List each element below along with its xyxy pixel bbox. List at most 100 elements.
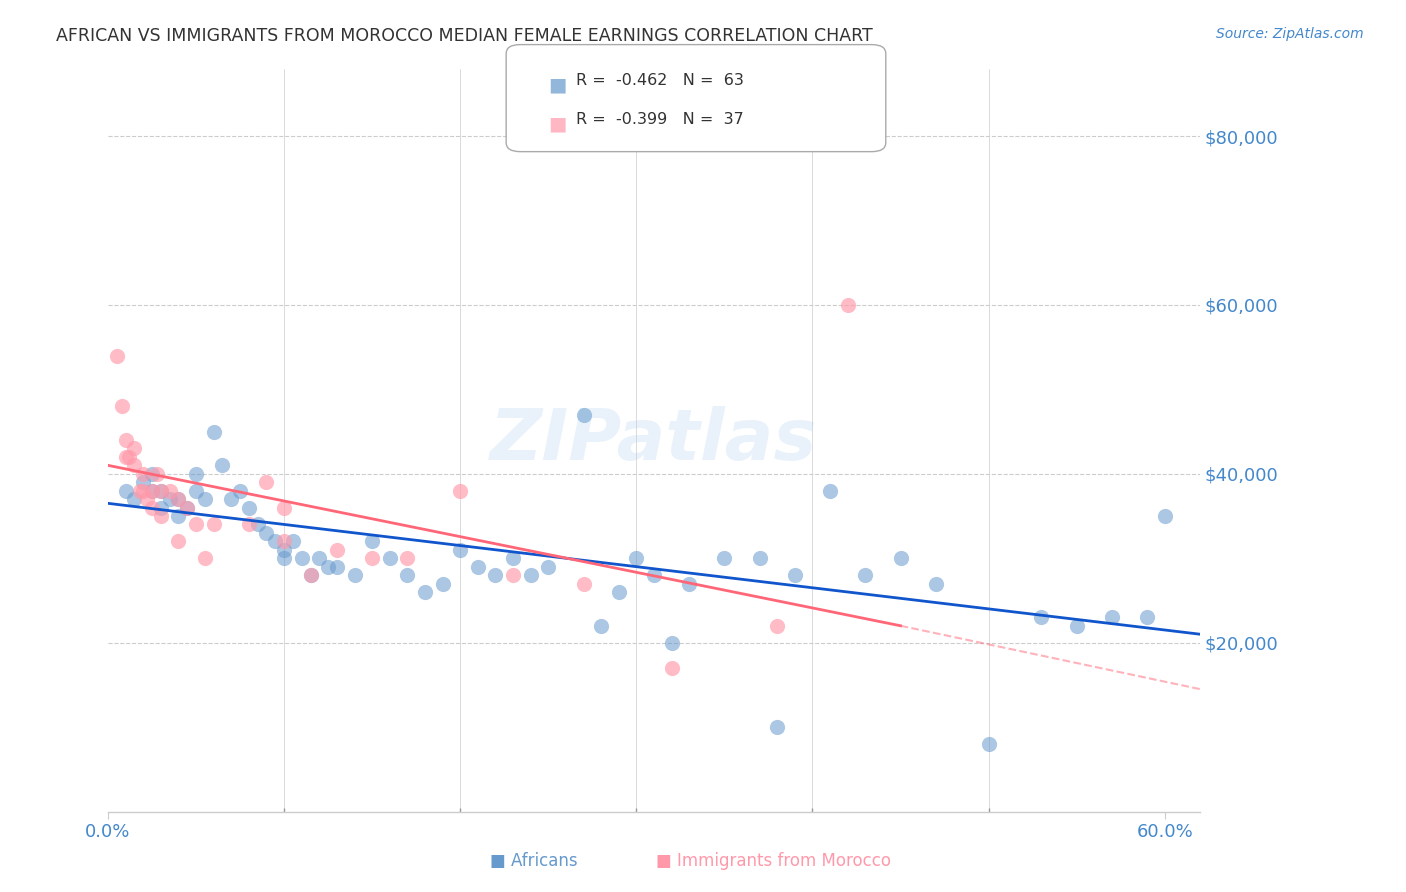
Point [766, 720, 789, 734]
Point [194, 551, 217, 566]
Point [184, 467, 207, 481]
Point [132, 483, 155, 498]
Point [219, 492, 242, 507]
Point [194, 492, 217, 507]
Point [135, 492, 157, 507]
Text: ■: ■ [548, 114, 567, 133]
Point [273, 534, 295, 549]
Point [607, 585, 630, 599]
Point [889, 551, 911, 566]
Point [661, 661, 683, 675]
Point [273, 542, 295, 557]
Point [132, 475, 155, 490]
Point [661, 635, 683, 649]
Point [105, 349, 128, 363]
Point [159, 492, 181, 507]
Point [326, 542, 349, 557]
Point [167, 534, 190, 549]
Point [128, 483, 150, 498]
Point [572, 408, 595, 422]
Text: ■ Africans: ■ Africans [491, 852, 578, 870]
Point [484, 568, 506, 582]
Point [449, 542, 471, 557]
Point [1031, 610, 1053, 624]
Point [299, 568, 322, 582]
Point [111, 399, 134, 413]
Point [1136, 610, 1159, 624]
Point [432, 576, 454, 591]
Point [519, 568, 541, 582]
Point [361, 534, 384, 549]
Point [818, 483, 841, 498]
Point [977, 737, 1000, 751]
Point [146, 467, 169, 481]
Point [713, 551, 735, 566]
Point [176, 500, 198, 515]
Point [678, 576, 700, 591]
Point [1101, 610, 1123, 624]
Point [291, 551, 314, 566]
Point [626, 551, 648, 566]
Point [114, 450, 136, 464]
Point [229, 483, 252, 498]
Point [316, 559, 339, 574]
Point [114, 483, 136, 498]
Point [281, 534, 304, 549]
Point [783, 568, 806, 582]
Point [184, 517, 207, 532]
Point [124, 458, 146, 473]
Point [176, 500, 198, 515]
Point [202, 425, 225, 439]
Point [748, 551, 770, 566]
Point [141, 483, 163, 498]
Point [396, 551, 419, 566]
Point [502, 568, 524, 582]
Point [118, 450, 141, 464]
Point [167, 508, 190, 523]
Point [378, 551, 401, 566]
Point [124, 442, 146, 456]
Point [211, 458, 233, 473]
Text: R =  -0.399   N =  37: R = -0.399 N = 37 [576, 112, 744, 127]
Point [273, 551, 295, 566]
Point [925, 576, 948, 591]
Point [149, 500, 172, 515]
Point [141, 467, 163, 481]
Point [159, 483, 181, 498]
Point [167, 492, 190, 507]
Point [141, 500, 163, 515]
Point [572, 576, 595, 591]
Point [114, 433, 136, 447]
Point [149, 483, 172, 498]
Text: ■ Immigrants from Morocco: ■ Immigrants from Morocco [655, 852, 891, 870]
Point [853, 568, 876, 582]
Point [766, 619, 789, 633]
Point [1153, 508, 1175, 523]
Point [132, 467, 155, 481]
Point [591, 619, 613, 633]
Point [413, 585, 436, 599]
Point [449, 483, 471, 498]
Point [837, 298, 859, 312]
Point [467, 559, 489, 574]
Point [537, 559, 560, 574]
Point [256, 525, 278, 540]
Point [167, 492, 190, 507]
Text: AFRICAN VS IMMIGRANTS FROM MOROCCO MEDIAN FEMALE EARNINGS CORRELATION CHART: AFRICAN VS IMMIGRANTS FROM MOROCCO MEDIA… [56, 27, 873, 45]
Text: ■: ■ [548, 76, 567, 95]
Point [238, 517, 260, 532]
Point [361, 551, 384, 566]
Text: R =  -0.462   N =  63: R = -0.462 N = 63 [576, 73, 744, 88]
Point [264, 534, 287, 549]
Point [149, 508, 172, 523]
Point [149, 483, 172, 498]
Point [502, 551, 524, 566]
Point [256, 475, 278, 490]
Text: Source: ZipAtlas.com: Source: ZipAtlas.com [1216, 27, 1364, 41]
Point [184, 483, 207, 498]
Point [643, 568, 665, 582]
Point [299, 568, 322, 582]
Point [202, 517, 225, 532]
Point [308, 551, 330, 566]
Point [238, 500, 260, 515]
